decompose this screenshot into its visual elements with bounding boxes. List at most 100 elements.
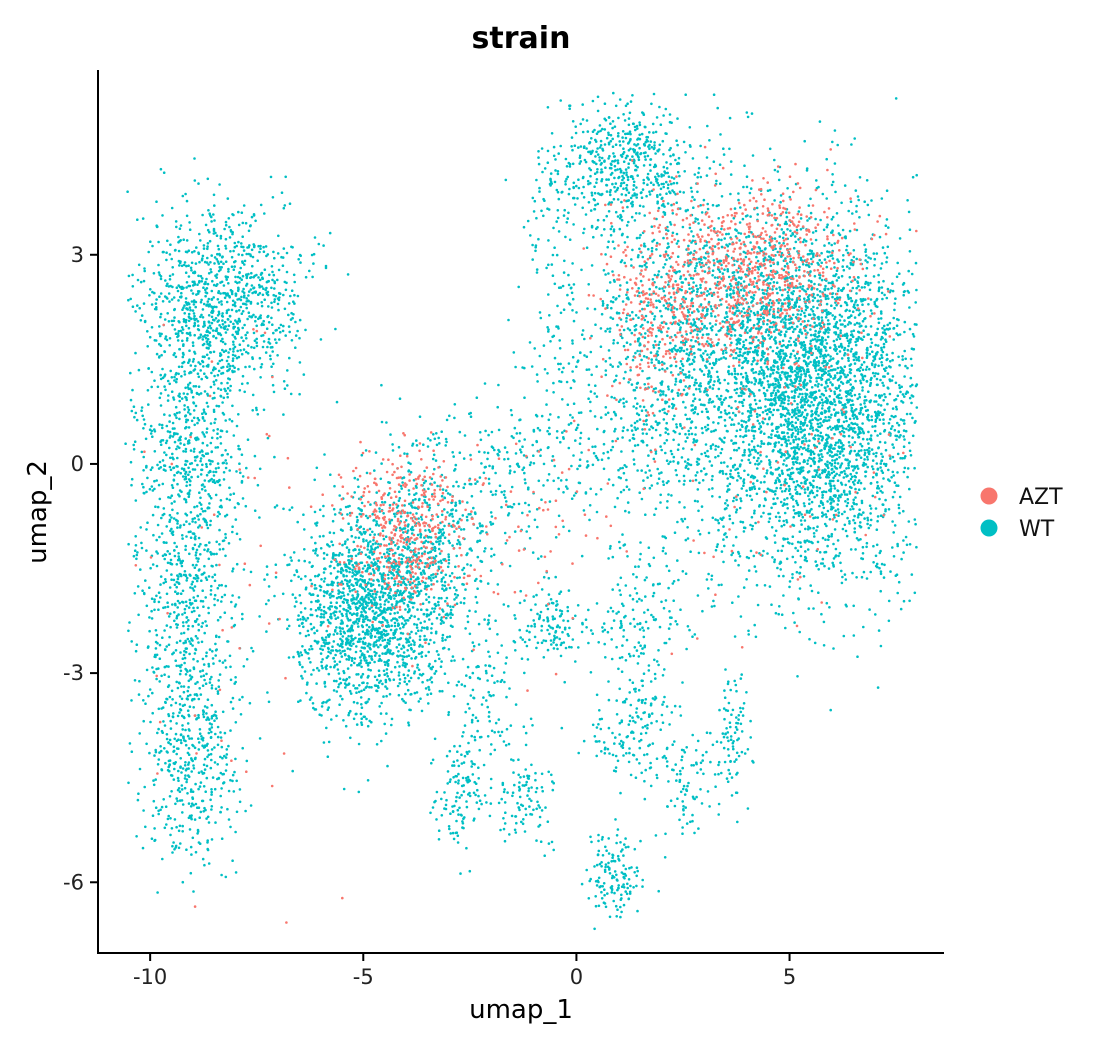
data-point: [691, 404, 694, 407]
data-point: [804, 374, 807, 378]
data-point: [836, 258, 839, 261]
data-point: [832, 339, 836, 343]
data-point: [799, 541, 802, 544]
data-point: [820, 453, 823, 456]
data-point: [838, 446, 841, 450]
data-point: [815, 473, 818, 477]
data-point: [774, 247, 777, 251]
data-point: [752, 293, 756, 297]
data-point: [896, 261, 899, 265]
data-point: [776, 430, 779, 434]
data-point: [749, 328, 753, 331]
data-point: [624, 104, 628, 108]
data-point: [784, 440, 787, 444]
data-point: [741, 391, 744, 394]
data-point: [675, 425, 679, 429]
data-point: [697, 458, 701, 461]
data-point: [868, 400, 871, 403]
data-point: [845, 336, 849, 340]
data-point: [840, 581, 844, 585]
data-point: [816, 525, 819, 528]
data-point: [909, 412, 912, 416]
data-point: [681, 368, 685, 372]
data-point: [660, 175, 663, 178]
data-point: [897, 430, 901, 434]
data-point: [780, 524, 783, 528]
data-point: [759, 366, 763, 369]
data-point: [754, 570, 758, 573]
data-point: [853, 393, 857, 397]
data-point: [596, 226, 599, 229]
data-point: [800, 513, 803, 516]
data-point: [637, 156, 640, 159]
data-point: [842, 431, 846, 434]
data-point: [778, 480, 781, 483]
data-point: [725, 535, 728, 539]
data-point: [854, 189, 858, 192]
data-point: [814, 434, 817, 437]
data-point: [740, 326, 744, 330]
data-point: [841, 371, 845, 375]
data-point: [746, 377, 749, 381]
data-point: [768, 147, 772, 151]
data-point: [808, 439, 811, 443]
data-point: [877, 364, 880, 368]
data-point: [792, 349, 795, 353]
data-point: [875, 462, 879, 465]
data-point: [860, 363, 864, 367]
data-point: [750, 515, 754, 519]
data-point: [599, 144, 603, 147]
data-point: [741, 520, 745, 524]
data-point: [609, 139, 613, 143]
data-point: [769, 264, 773, 268]
data-point: [810, 413, 813, 417]
data-point: [895, 324, 899, 328]
data-point: [911, 434, 915, 438]
data-point: [704, 443, 708, 446]
data-point: [726, 244, 730, 248]
data-point: [605, 214, 608, 218]
data-point: [786, 507, 789, 510]
data-point: [629, 369, 632, 372]
data-point: [856, 281, 860, 285]
data-point: [634, 164, 638, 167]
data-point: [810, 257, 813, 261]
data-point: [848, 490, 851, 493]
data-point: [880, 262, 884, 265]
chart-title: strain: [472, 21, 571, 56]
data-point: [865, 545, 868, 549]
data-point: [888, 360, 892, 363]
data-point: [739, 463, 742, 466]
data-point: [792, 450, 796, 454]
data-point: [854, 487, 857, 491]
data-point: [596, 95, 600, 99]
data-point: [877, 317, 880, 321]
data-point: [607, 178, 610, 181]
data-point: [893, 459, 896, 463]
data-point: [806, 548, 810, 551]
data-point: [629, 132, 632, 136]
data-point: [579, 145, 583, 148]
data-point: [771, 288, 774, 291]
data-point: [835, 320, 839, 324]
data-point: [800, 413, 804, 416]
data-point: [817, 437, 820, 441]
data-point: [571, 148, 574, 152]
data-point: [589, 390, 593, 393]
data-point: [617, 176, 620, 180]
data-point: [881, 413, 884, 417]
data-point: [630, 215, 634, 219]
data-point: [859, 411, 862, 415]
data-point: [786, 431, 789, 435]
data-point: [880, 286, 884, 289]
data-point: [720, 550, 724, 553]
data-point: [762, 386, 766, 390]
data-point: [744, 338, 748, 342]
data-point: [882, 324, 886, 328]
data-point: [882, 576, 886, 579]
data-point: [739, 497, 742, 500]
data-point: [617, 468, 620, 472]
data-point: [737, 595, 740, 598]
data-point: [844, 578, 848, 581]
data-point: [748, 494, 752, 498]
